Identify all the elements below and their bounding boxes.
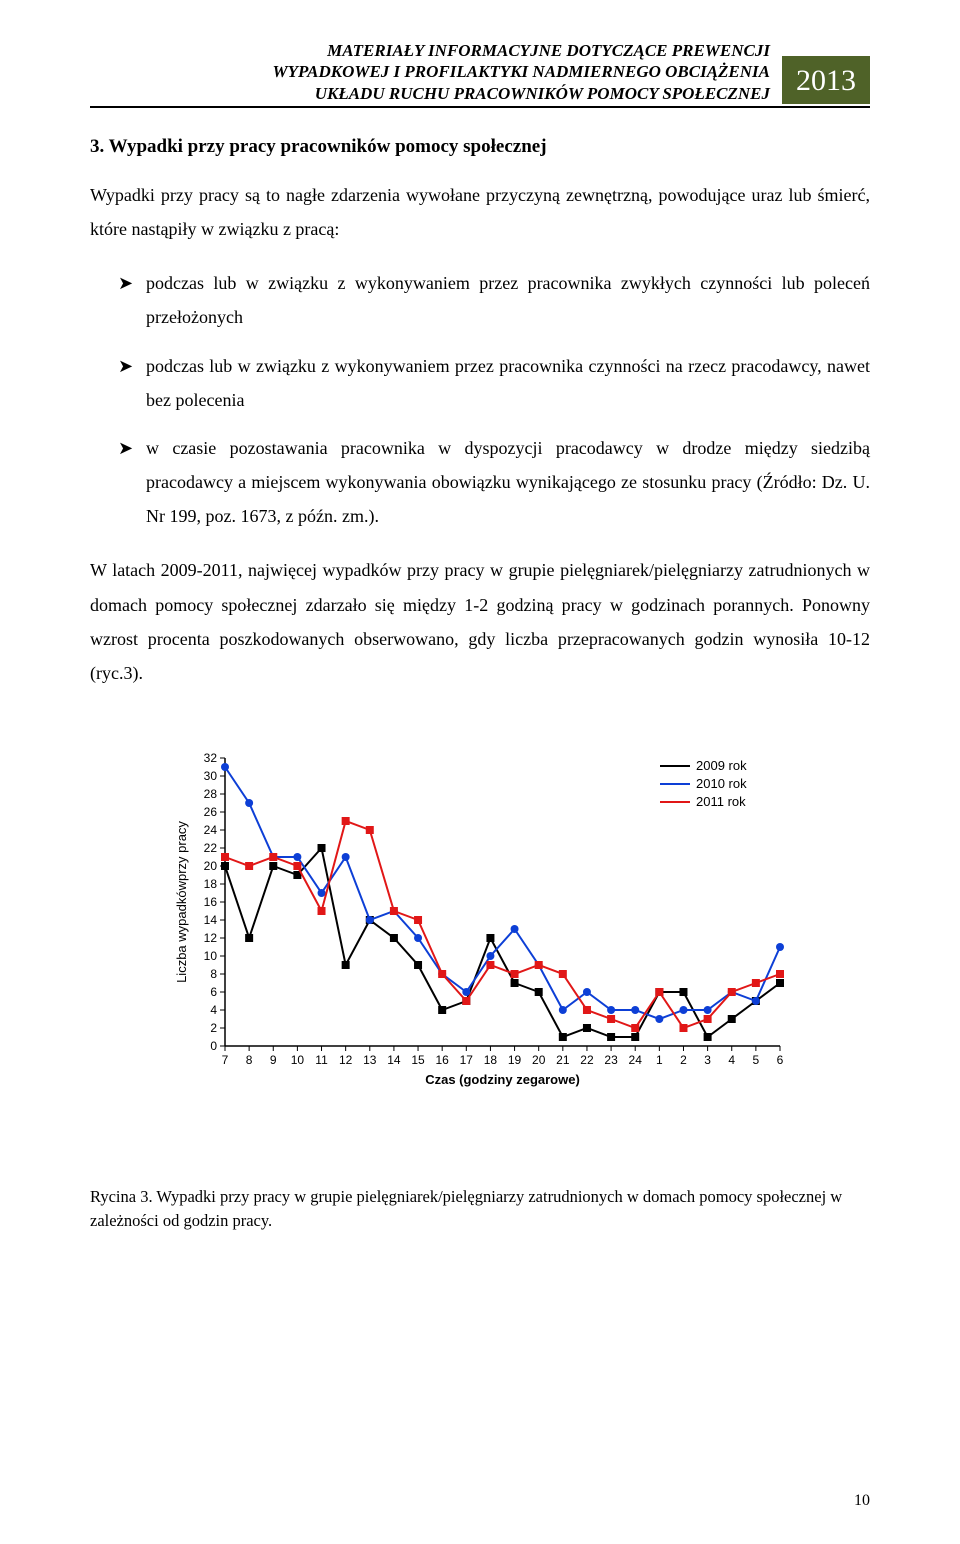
- svg-text:2: 2: [210, 1021, 217, 1035]
- svg-text:4: 4: [728, 1053, 735, 1067]
- year-badge: 2013: [782, 56, 870, 104]
- chart-container: 0246810121416182022242628303278910111213…: [170, 750, 790, 1095]
- svg-text:16: 16: [435, 1053, 449, 1067]
- svg-text:Czas (godziny zegarowe): Czas (godziny zegarowe): [425, 1072, 580, 1087]
- svg-text:2010 rok: 2010 rok: [696, 776, 747, 791]
- header-row: MATERIAŁY INFORMACYJNE DOTYCZĄCE PREWENC…: [90, 40, 870, 104]
- svg-text:Liczba wypadkówprzy pracy: Liczba wypadkówprzy pracy: [174, 821, 189, 983]
- svg-text:28: 28: [204, 787, 218, 801]
- svg-text:6: 6: [777, 1053, 784, 1067]
- body-paragraph: W latach 2009-2011, najwięcej wypadków p…: [90, 553, 870, 690]
- svg-text:6: 6: [210, 985, 217, 999]
- header: MATERIAŁY INFORMACYJNE DOTYCZĄCE PREWENC…: [90, 40, 870, 108]
- svg-text:26: 26: [204, 805, 218, 819]
- svg-text:10: 10: [291, 1053, 305, 1067]
- svg-text:20: 20: [532, 1053, 546, 1067]
- svg-text:2009 rok: 2009 rok: [696, 758, 747, 773]
- svg-text:13: 13: [363, 1053, 377, 1067]
- svg-text:14: 14: [204, 913, 218, 927]
- svg-text:23: 23: [604, 1053, 618, 1067]
- page-number: 10: [854, 1492, 870, 1510]
- svg-text:2011 rok: 2011 rok: [696, 794, 746, 809]
- header-line2: WYPADKOWEJ I PROFILAKTYKI NADMIERNEGO OB…: [273, 62, 771, 81]
- svg-text:8: 8: [210, 967, 217, 981]
- svg-text:18: 18: [484, 1053, 498, 1067]
- svg-text:12: 12: [204, 931, 218, 945]
- header-title: MATERIAŁY INFORMACYJNE DOTYCZĄCE PREWENC…: [90, 40, 782, 104]
- svg-text:32: 32: [204, 751, 218, 765]
- figure-caption: Rycina 3. Wypadki przy pracy w grupie pi…: [90, 1185, 870, 1233]
- svg-text:20: 20: [204, 859, 218, 873]
- svg-text:12: 12: [339, 1053, 353, 1067]
- svg-text:30: 30: [204, 769, 218, 783]
- svg-text:24: 24: [629, 1053, 643, 1067]
- line-chart: 0246810121416182022242628303278910111213…: [170, 750, 790, 1090]
- svg-text:3: 3: [704, 1053, 711, 1067]
- svg-text:15: 15: [411, 1053, 425, 1067]
- svg-text:2: 2: [680, 1053, 687, 1067]
- svg-text:22: 22: [580, 1053, 594, 1067]
- svg-text:17: 17: [460, 1053, 474, 1067]
- svg-text:0: 0: [210, 1039, 217, 1053]
- list-item: podczas lub w związku z wykonywaniem prz…: [118, 266, 870, 334]
- page: MATERIAŁY INFORMACYJNE DOTYCZĄCE PREWENC…: [0, 0, 960, 1544]
- svg-text:5: 5: [753, 1053, 760, 1067]
- svg-text:19: 19: [508, 1053, 522, 1067]
- header-line3: UKŁADU RUCHU PRACOWNIKÓW POMOCY SPOŁECZN…: [315, 84, 770, 103]
- list-item: w czasie pozostawania pracownika w dyspo…: [118, 431, 870, 534]
- svg-text:22: 22: [204, 841, 218, 855]
- bullet-list: podczas lub w związku z wykonywaniem prz…: [90, 266, 870, 533]
- list-item: podczas lub w związku z wykonywaniem prz…: [118, 349, 870, 417]
- svg-text:16: 16: [204, 895, 218, 909]
- header-line1: MATERIAŁY INFORMACYJNE DOTYCZĄCE PREWENC…: [327, 41, 770, 60]
- svg-text:18: 18: [204, 877, 218, 891]
- svg-text:1: 1: [656, 1053, 663, 1067]
- svg-text:8: 8: [246, 1053, 253, 1067]
- svg-text:24: 24: [204, 823, 218, 837]
- section-heading: 3. Wypadki przy pracy pracowników pomocy…: [90, 136, 870, 158]
- svg-text:10: 10: [204, 949, 218, 963]
- svg-text:14: 14: [387, 1053, 401, 1067]
- svg-text:4: 4: [210, 1003, 217, 1017]
- svg-text:11: 11: [315, 1053, 328, 1067]
- svg-text:9: 9: [270, 1053, 277, 1067]
- intro-paragraph: Wypadki przy pracy są to nagłe zdarzenia…: [90, 178, 870, 246]
- svg-text:7: 7: [222, 1053, 229, 1067]
- svg-text:21: 21: [556, 1053, 570, 1067]
